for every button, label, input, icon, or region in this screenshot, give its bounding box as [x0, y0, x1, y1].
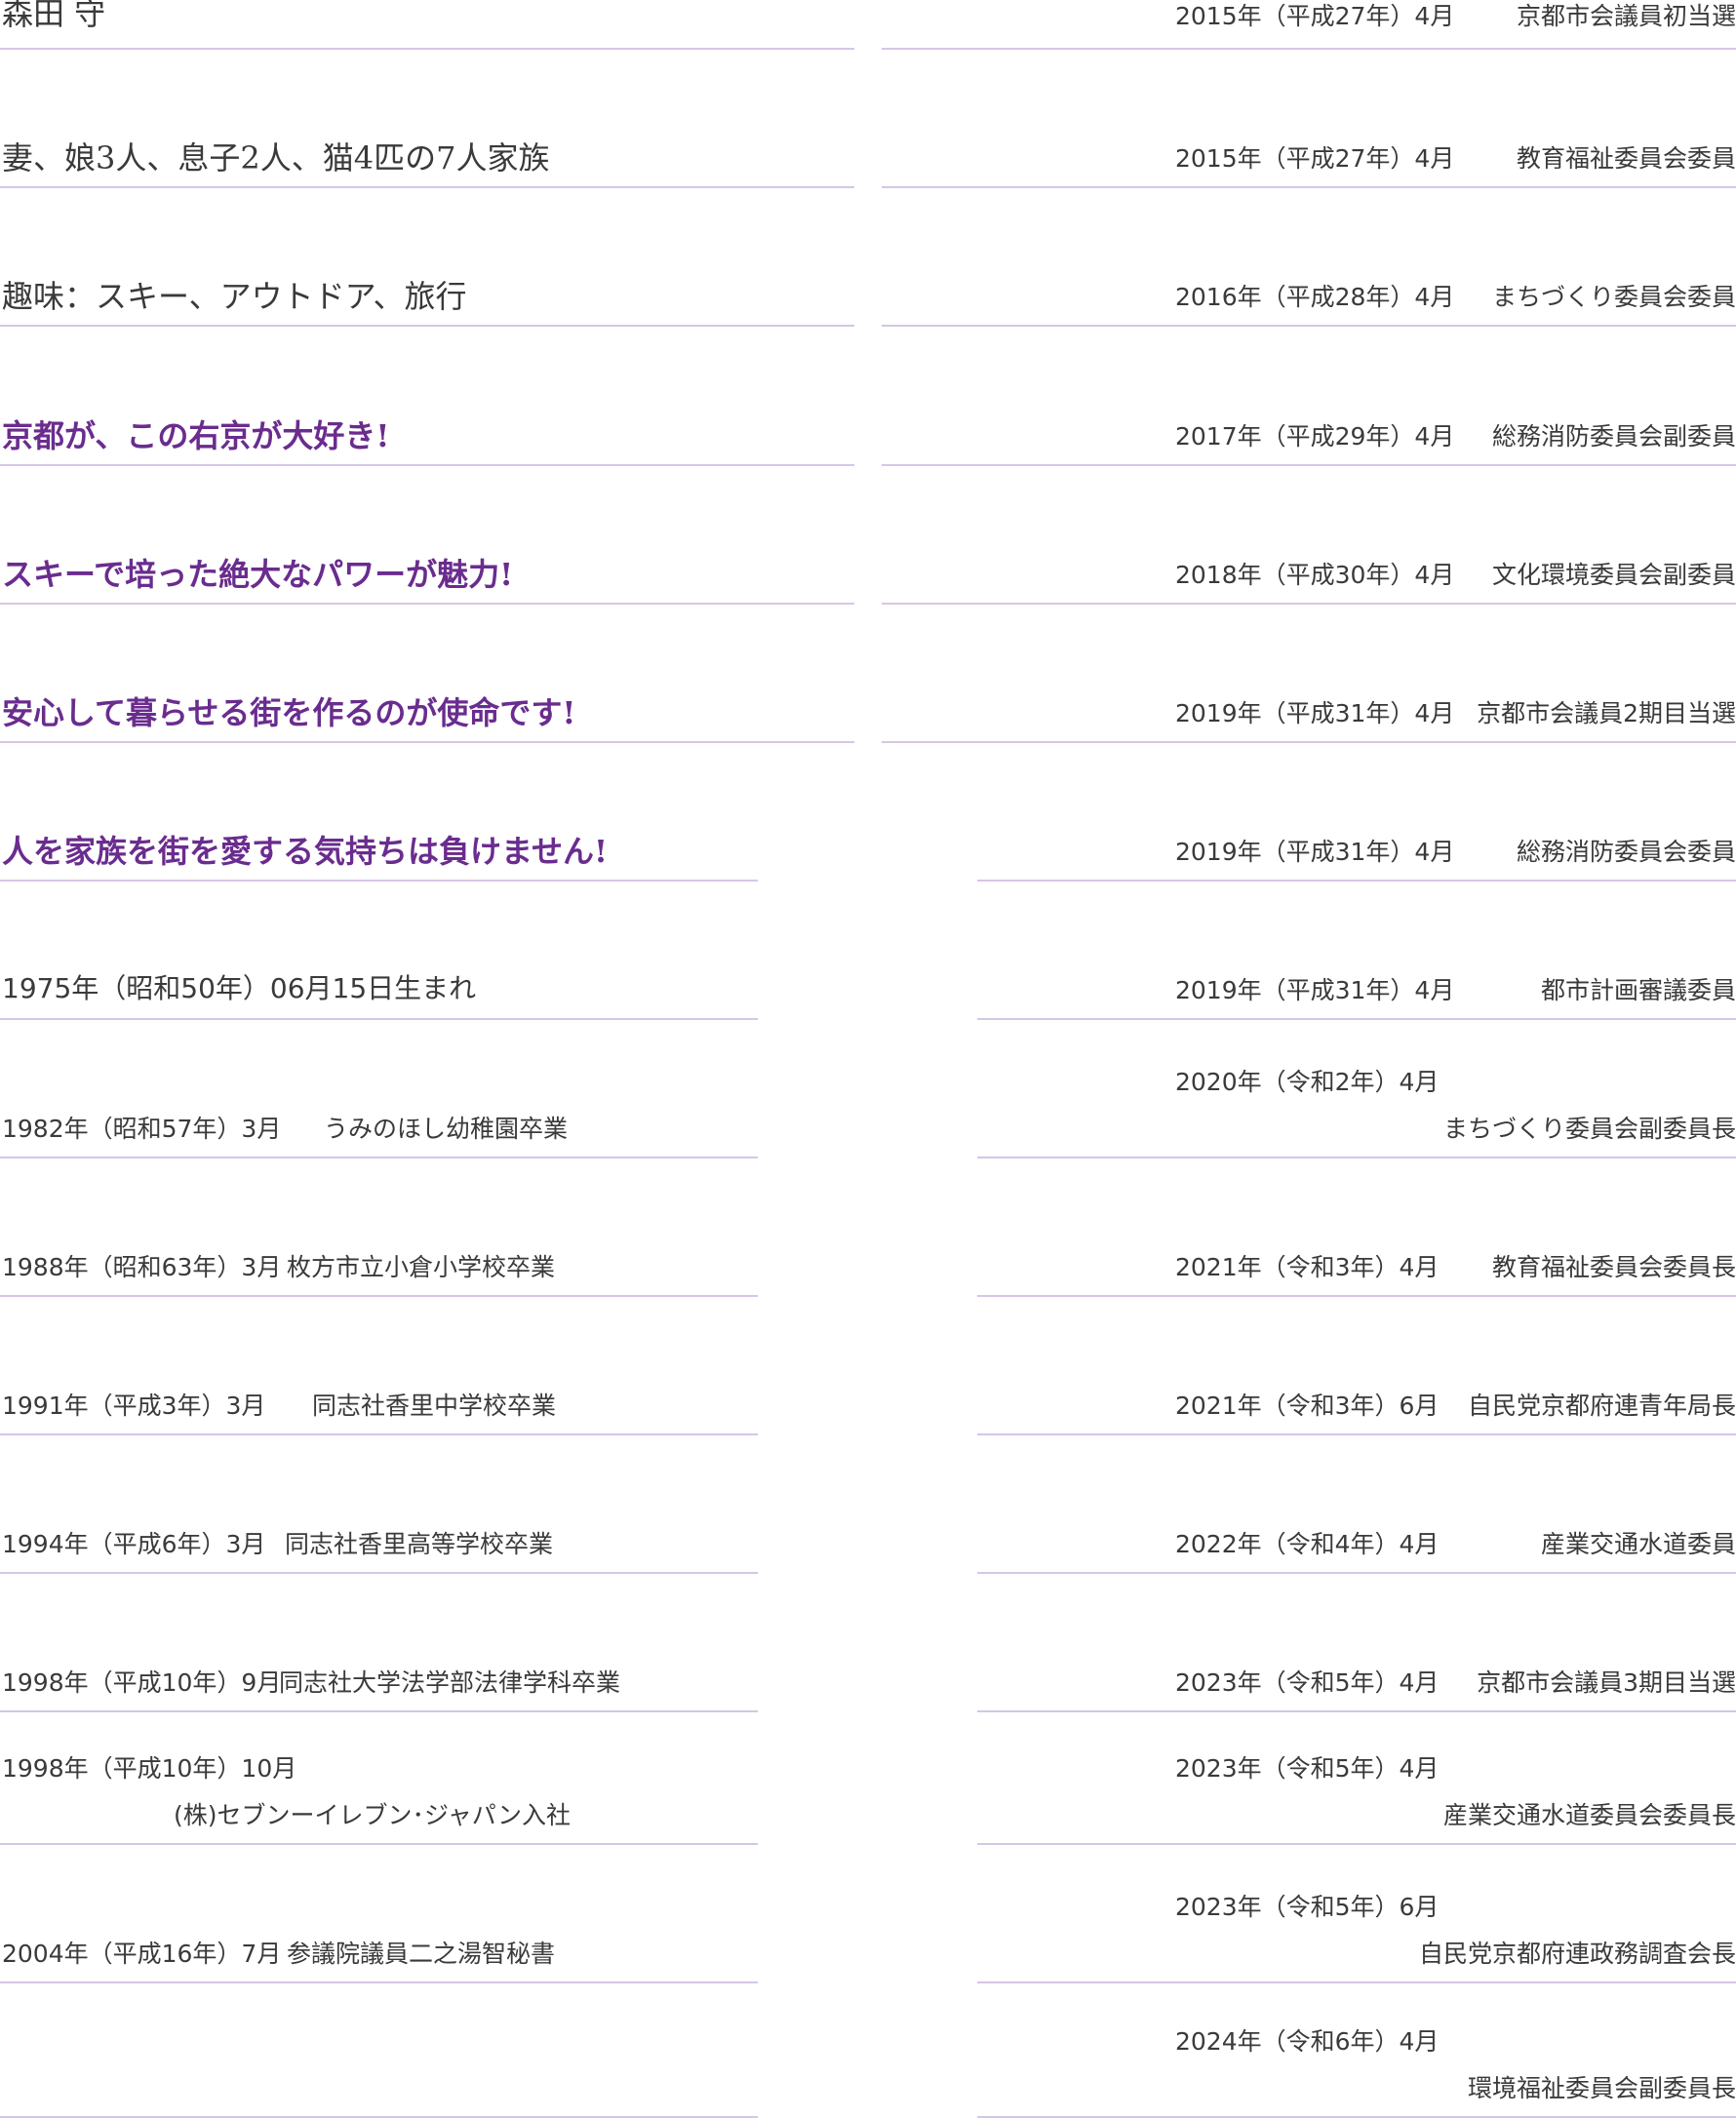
career-event: 自民党京都府連青年局長 [1467, 1392, 1736, 1420]
career-date: 2022年（令和4年）4月 [1175, 1530, 1440, 1558]
career-date: 2021年（令和3年）6月 [1175, 1392, 1440, 1420]
career-event: 総務消防委員会副委員 [1491, 422, 1736, 451]
career-event: まちづくり委員会委員 [1491, 283, 1736, 311]
career-event: 産業交通水道委員 [1540, 1530, 1736, 1558]
career-date: 2015年（平成27年）4月 [1175, 144, 1455, 173]
career-date: 2021年（令和3年）4月 [1175, 1253, 1440, 1281]
career-date: 2019年（平成31年）4月 [1175, 838, 1455, 866]
history-event: 参議院議員二之湯智秘書 [287, 1940, 556, 1968]
career-row: 2021年（令和3年）6月 自民党京都府連青年局長 [977, 1297, 1736, 1435]
slogan-row: スキーで培った絶大なパワーが魅力! [0, 466, 854, 605]
career-date: 2016年（平成28年）4月 [1175, 283, 1455, 311]
career-row: 2021年（令和3年）4月 教育福祉委員会委員長 [977, 1158, 1736, 1297]
career-event: 教育福祉委員会委員長 [1491, 1253, 1736, 1281]
profile-hobby: 趣味：スキー、アウトドア、旅行 [2, 278, 467, 315]
history-date: 1998年（平成10年）9月 [2, 1668, 282, 1697]
career-date: 2017年（平成29年）4月 [1175, 422, 1455, 451]
career-date: 2015年（平成27年）4月 [1175, 2, 1455, 30]
profile-name-row: 森田 守 [0, 0, 854, 50]
history-date: 1982年（昭和57年）3月 [2, 1115, 282, 1143]
history-event: (株)セブンーイレブン･ジャパン入社 [174, 1801, 572, 1829]
career-date: 2023年（令和5年）4月 [1175, 1754, 1440, 1783]
slogan-text: 人を家族を街を愛する気持ちは負けません! [2, 833, 609, 870]
career-event: 京都市会議員3期目当選 [1477, 1668, 1736, 1697]
slogan-text: スキーで培った絶大なパワーが魅力! [2, 556, 514, 593]
history-event: 枚方市立小倉小学校卒業 [287, 1253, 556, 1281]
career-date: 2023年（令和5年）6月 [1175, 1893, 1440, 1921]
history-row: 1988年（昭和63年）3月 枚方市立小倉小学校卒業 [0, 1158, 758, 1297]
history-row-empty [0, 1983, 758, 2118]
history-date: 2004年（平成16年）7月 [2, 1940, 282, 1968]
birth-date: 1975年（昭和50年）06月15日生まれ [2, 972, 477, 1004]
career-row: 2023年（令和5年）4月 産業交通水道委員会委員長 [977, 1712, 1736, 1845]
profile-name: 森田 守 [2, 0, 106, 32]
career-event: 京都市会議員初当選 [1516, 2, 1736, 30]
career-date: 2023年（令和5年）4月 [1175, 1668, 1440, 1697]
slogan-row: 安心して暮らせる街を作るのが使命です! [0, 605, 854, 743]
history-row: 1998年（平成10年）9月 同志社大学法学部法律学科卒業 [0, 1574, 758, 1712]
history-row: 1982年（昭和57年）3月 うみのほし幼稚園卒業 [0, 1020, 758, 1158]
career-date: 2019年（平成31年）4月 [1175, 976, 1455, 1004]
career-row: 2019年（平成31年）4月 京都市会議員2期目当選 [882, 605, 1736, 743]
birth-row: 1975年（昭和50年）06月15日生まれ [0, 882, 758, 1020]
history-date: 1998年（平成10年）10月 [2, 1754, 297, 1783]
history-date: 1994年（平成6年）3月 [2, 1530, 266, 1558]
career-row: 2016年（平成28年）4月 まちづくり委員会委員 [882, 188, 1736, 327]
career-row: 2020年（令和2年）4月 まちづくり委員会副委員長 [977, 1020, 1736, 1158]
profile-family: 妻、娘3人、息子2人、猫4匹の7人家族 [2, 139, 550, 176]
career-event: 教育福祉委員会委員 [1516, 144, 1736, 173]
career-row: 2022年（令和4年）4月 産業交通水道委員 [977, 1435, 1736, 1574]
career-event: 文化環境委員会副委員 [1491, 561, 1736, 589]
career-row: 2017年（平成29年）4月 総務消防委員会副委員 [882, 327, 1736, 466]
slogan-text: 安心して暮らせる街を作るのが使命です! [2, 694, 576, 731]
history-event: 同志社大学法学部法律学科卒業 [279, 1668, 621, 1697]
career-event: 京都市会議員2期目当選 [1477, 699, 1736, 727]
career-row: 2018年（平成30年）4月 文化環境委員会副委員 [882, 466, 1736, 605]
history-row: 1991年（平成3年）3月 同志社香里中学校卒業 [0, 1297, 758, 1435]
career-event: まちづくり委員会副委員長 [1442, 1115, 1736, 1143]
career-date: 2019年（平成31年）4月 [1175, 699, 1455, 727]
history-row: 2004年（平成16年）7月 参議院議員二之湯智秘書 [0, 1845, 758, 1983]
career-event: 環境福祉委員会副委員長 [1467, 2074, 1736, 2102]
career-row: 2019年（平成31年）4月 総務消防委員会委員 [977, 743, 1736, 882]
career-row: 2019年（平成31年）4月 都市計画審議委員 [977, 882, 1736, 1020]
career-event: 都市計画審議委員 [1540, 976, 1736, 1004]
history-row: 1998年（平成10年）10月 (株)セブンーイレブン･ジャパン入社 [0, 1712, 758, 1845]
profile-hobby-row: 趣味：スキー、アウトドア、旅行 [0, 188, 854, 327]
history-event: 同志社香里高等学校卒業 [285, 1530, 554, 1558]
history-event: うみのほし幼稚園卒業 [324, 1115, 569, 1143]
career-row: 2015年（平成27年）4月 教育福祉委員会委員 [882, 50, 1736, 188]
slogan-row: 人を家族を街を愛する気持ちは負けません! [0, 743, 758, 882]
slogan-row: 京都が、この右京が大好き! [0, 327, 854, 466]
career-event: 総務消防委員会委員 [1516, 838, 1736, 866]
history-date: 1988年（昭和63年）3月 [2, 1253, 282, 1281]
career-date: 2018年（平成30年）4月 [1175, 561, 1455, 589]
career-row: 2024年（令和6年）4月 環境福祉委員会副委員長 [977, 1983, 1736, 2118]
career-row: 2015年（平成27年）4月 京都市会議員初当選 [882, 0, 1736, 50]
career-row: 2023年（令和5年）6月 自民党京都府連政務調査会長 [977, 1845, 1736, 1983]
career-event: 産業交通水道委員会委員長 [1442, 1801, 1736, 1829]
history-event: 同志社香里中学校卒業 [312, 1392, 557, 1420]
history-row: 1994年（平成6年）3月 同志社香里高等学校卒業 [0, 1435, 758, 1574]
career-date: 2024年（令和6年）4月 [1175, 2027, 1440, 2056]
history-date: 1991年（平成3年）3月 [2, 1392, 266, 1420]
career-date: 2020年（令和2年）4月 [1175, 1068, 1440, 1096]
career-row: 2023年（令和5年）4月 京都市会議員3期目当選 [977, 1574, 1736, 1712]
profile-family-row: 妻、娘3人、息子2人、猫4匹の7人家族 [0, 50, 854, 188]
slogan-text: 京都が、この右京が大好き! [2, 417, 390, 454]
career-event: 自民党京都府連政務調査会長 [1418, 1940, 1736, 1968]
